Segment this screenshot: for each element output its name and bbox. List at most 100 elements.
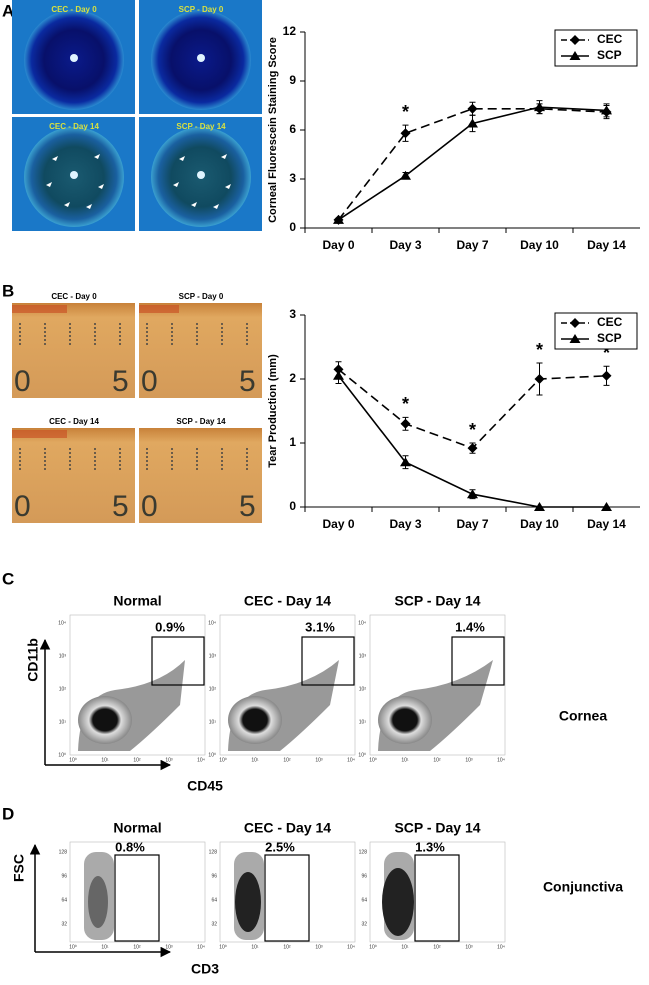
arrowhead (213, 204, 219, 209)
y-tick-label: 10³ (209, 653, 217, 659)
y-tick-label: 3 (289, 307, 296, 321)
gate-label: 1.3% (415, 839, 445, 854)
x-tick-label: 10⁰ (69, 757, 77, 763)
marker (569, 334, 581, 343)
annotation: * (536, 340, 543, 360)
panel-label: C (2, 569, 14, 588)
x-tick-label: 10⁴ (197, 757, 205, 763)
ruler-label: 0 (141, 365, 158, 398)
photo-label: SCP - Day 0 (179, 5, 224, 14)
x-tick-label: 10² (283, 757, 291, 763)
wet-zone (12, 305, 67, 313)
y-tick-label: 32 (361, 921, 367, 927)
y-tick-label: 32 (61, 921, 67, 927)
annotation: * (469, 420, 476, 440)
arrowhead (98, 184, 104, 189)
y-tick-label: 10¹ (359, 719, 367, 725)
y-tick-label: 10³ (59, 653, 67, 659)
y-tick-label: 128 (59, 849, 68, 855)
marker (467, 489, 478, 499)
x-tick-label: 10³ (165, 757, 173, 763)
y-tick-label: 10⁴ (208, 620, 216, 626)
plot-title: Normal (113, 593, 161, 609)
ruler-label: 0 (141, 490, 158, 523)
marker (534, 102, 545, 112)
plot-title: SCP - Day 14 (394, 593, 480, 609)
photo-label: CEC - Day 0 (51, 292, 97, 301)
arrowhead (86, 204, 92, 209)
y-tick-label: 10² (209, 686, 217, 692)
y-tick-label: 10¹ (59, 719, 67, 725)
gate-label: 1.4% (455, 619, 485, 634)
series-line (337, 107, 607, 221)
x-tick-label: Day 3 (389, 238, 421, 252)
arrowhead (191, 202, 197, 207)
x-tick-label: 10⁴ (497, 944, 505, 950)
photo (12, 303, 135, 398)
legend-box (554, 312, 638, 350)
population-core (228, 696, 282, 744)
population-core (78, 696, 132, 744)
marker (467, 118, 478, 128)
wet-zone (139, 305, 179, 313)
population-core (378, 696, 432, 744)
x-tick-label: 10³ (315, 757, 323, 763)
x-tick-label: Day 0 (322, 517, 354, 531)
gate-label: 3.1% (305, 619, 335, 634)
reflection (197, 54, 205, 62)
gate-label: 0.8% (115, 839, 145, 854)
x-tick-label: 10⁴ (497, 757, 505, 763)
marker (400, 170, 411, 180)
x-tick-label: 10³ (465, 757, 473, 763)
legend-label: CEC (597, 32, 623, 46)
y-tick-label: 9 (289, 73, 296, 87)
x-tick-label: Day 7 (456, 238, 488, 252)
photo-label: SCP - Day 14 (176, 417, 226, 426)
y-tick-label: 10² (359, 686, 367, 692)
x-tick-label: 10⁴ (347, 944, 355, 950)
gate-label: 2.5% (265, 839, 295, 854)
y-tick-label: 6 (289, 122, 296, 136)
y-axis-label: FSC (11, 854, 27, 882)
panel-label: B (2, 281, 14, 300)
gate (151, 636, 205, 686)
x-tick-label: 10¹ (101, 944, 109, 950)
tissue-label: Conjunctiva (543, 879, 623, 895)
x-tick-label: Day 0 (322, 238, 354, 252)
x-tick-label: 10⁰ (219, 757, 227, 763)
marker (601, 370, 612, 381)
population-core (382, 868, 414, 936)
plot-title: SCP - Day 14 (394, 820, 480, 836)
marker (400, 128, 411, 139)
x-tick-label: Day 14 (587, 238, 626, 252)
x-tick-label: 10⁰ (69, 944, 77, 950)
x-tick-label: 10² (133, 757, 141, 763)
x-tick-label: Day 10 (520, 238, 559, 252)
x-tick-label: 10³ (315, 944, 323, 950)
y-axis-label: Corneal Fluorescein Staining Score (267, 37, 279, 223)
tissue-label: Cornea (559, 708, 607, 724)
ruler-label: 5 (239, 365, 256, 398)
reflection (70, 171, 78, 179)
photo-label: CEC - Day 14 (49, 122, 99, 131)
x-tick-label: 10¹ (101, 757, 109, 763)
y-tick-label: 1 (289, 435, 296, 449)
marker (569, 51, 581, 60)
gate (301, 636, 355, 686)
x-tick-label: 10⁰ (219, 944, 227, 950)
photo-label: SCP - Day 0 (179, 292, 224, 301)
x-tick-label: Day 7 (456, 517, 488, 531)
x-tick-label: 10³ (165, 944, 173, 950)
y-tick-label: 64 (361, 897, 367, 903)
y-tick-label: 12 (283, 24, 297, 38)
marker (400, 418, 411, 429)
panel-label: D (2, 804, 14, 823)
y-tick-label: 10⁰ (208, 752, 216, 758)
reflection (70, 54, 78, 62)
gate (114, 854, 160, 942)
y-tick-label: 64 (211, 897, 217, 903)
gate (264, 854, 310, 942)
ruler-label: 0 (14, 365, 31, 398)
x-tick-label: 10⁰ (369, 757, 377, 763)
population-core (88, 876, 108, 928)
